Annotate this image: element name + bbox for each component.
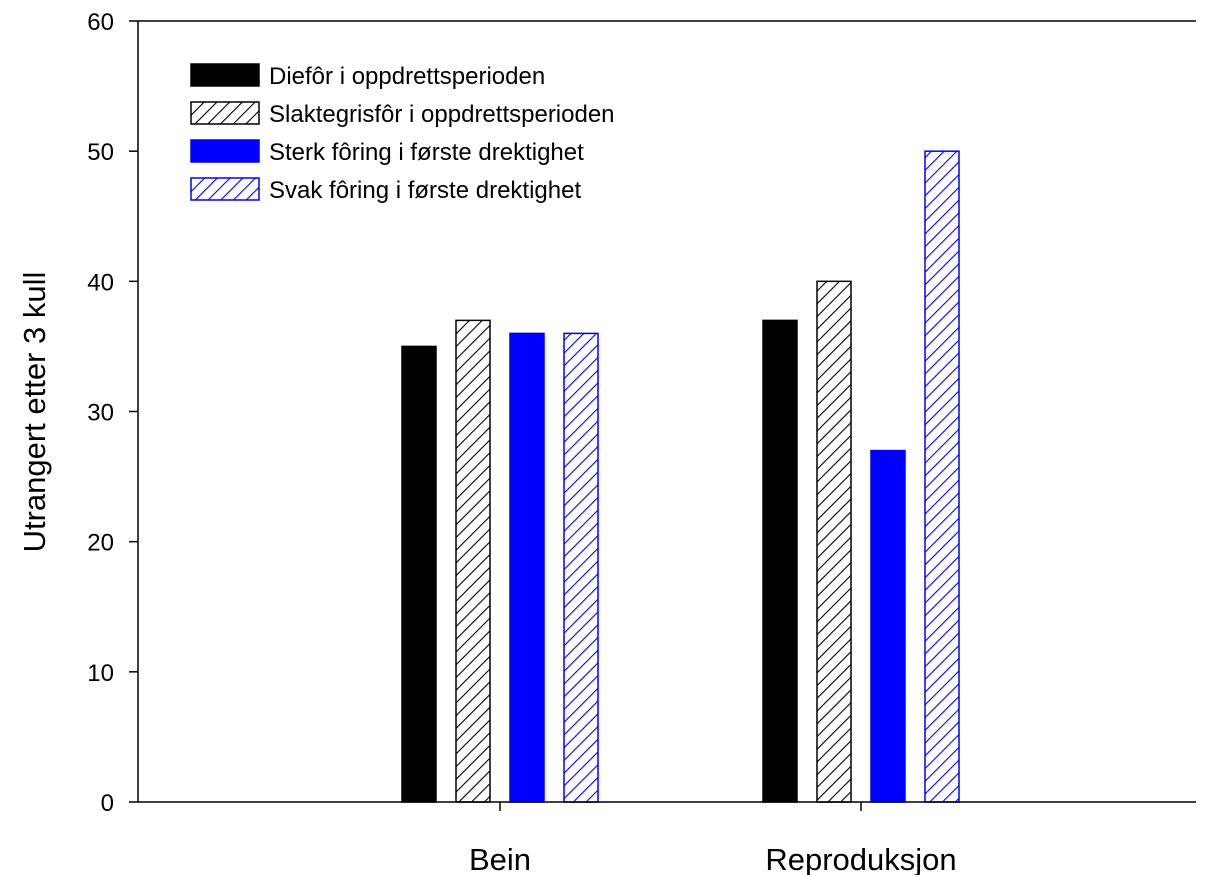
bar-reproduksjon-series-2 — [816, 280, 852, 803]
bar-reproduksjon-series-4 — [924, 150, 960, 803]
bar-bein-series-4 — [563, 332, 599, 803]
y-axis-title: Utrangert etter 3 kull — [17, 272, 52, 553]
legend: Diefôr i oppdrettsperioden Slaktegrisfôr … — [190, 63, 615, 204]
legend-label-1: Diefôr i oppdrettsperioden — [269, 63, 545, 90]
x-tick-label-bein: Bein — [469, 842, 531, 875]
legend-swatch-4 — [190, 177, 260, 201]
legend-swatch-2 — [190, 101, 260, 125]
y-tick-label-10: 10 — [87, 660, 114, 687]
y-tick-label-50: 50 — [87, 139, 114, 166]
bar-bein-series-2 — [455, 319, 491, 803]
legend-swatch-3 — [190, 139, 260, 163]
bar-reproduksjon-series-1 — [762, 319, 798, 803]
legend-label-4: Svak fôring i første drektighet — [269, 177, 581, 204]
y-tick-label-60: 60 — [87, 9, 114, 36]
y-tick-label-20: 20 — [87, 530, 114, 557]
bars-layer — [401, 150, 960, 803]
legend-label-2: Slaktegrisfôr i oppdrettsperioden — [269, 101, 615, 128]
y-tick-label-40: 40 — [87, 269, 114, 296]
bar-bein-series-1 — [401, 345, 437, 803]
legend-label-3: Sterk fôring i første drektighet — [269, 139, 584, 166]
y-tick-label-30: 30 — [87, 400, 114, 427]
x-tick-label-reproduksjon: Reproduksjon — [765, 842, 956, 875]
y-tick-label-0: 0 — [101, 790, 114, 817]
legend-swatch-1 — [190, 63, 260, 87]
axes-layer: Bein Reproduksjon 0 10 20 30 40 50 60 — [87, 9, 1196, 875]
bar-bein-series-3 — [509, 332, 545, 803]
bar-reproduksjon-series-3 — [870, 449, 906, 803]
